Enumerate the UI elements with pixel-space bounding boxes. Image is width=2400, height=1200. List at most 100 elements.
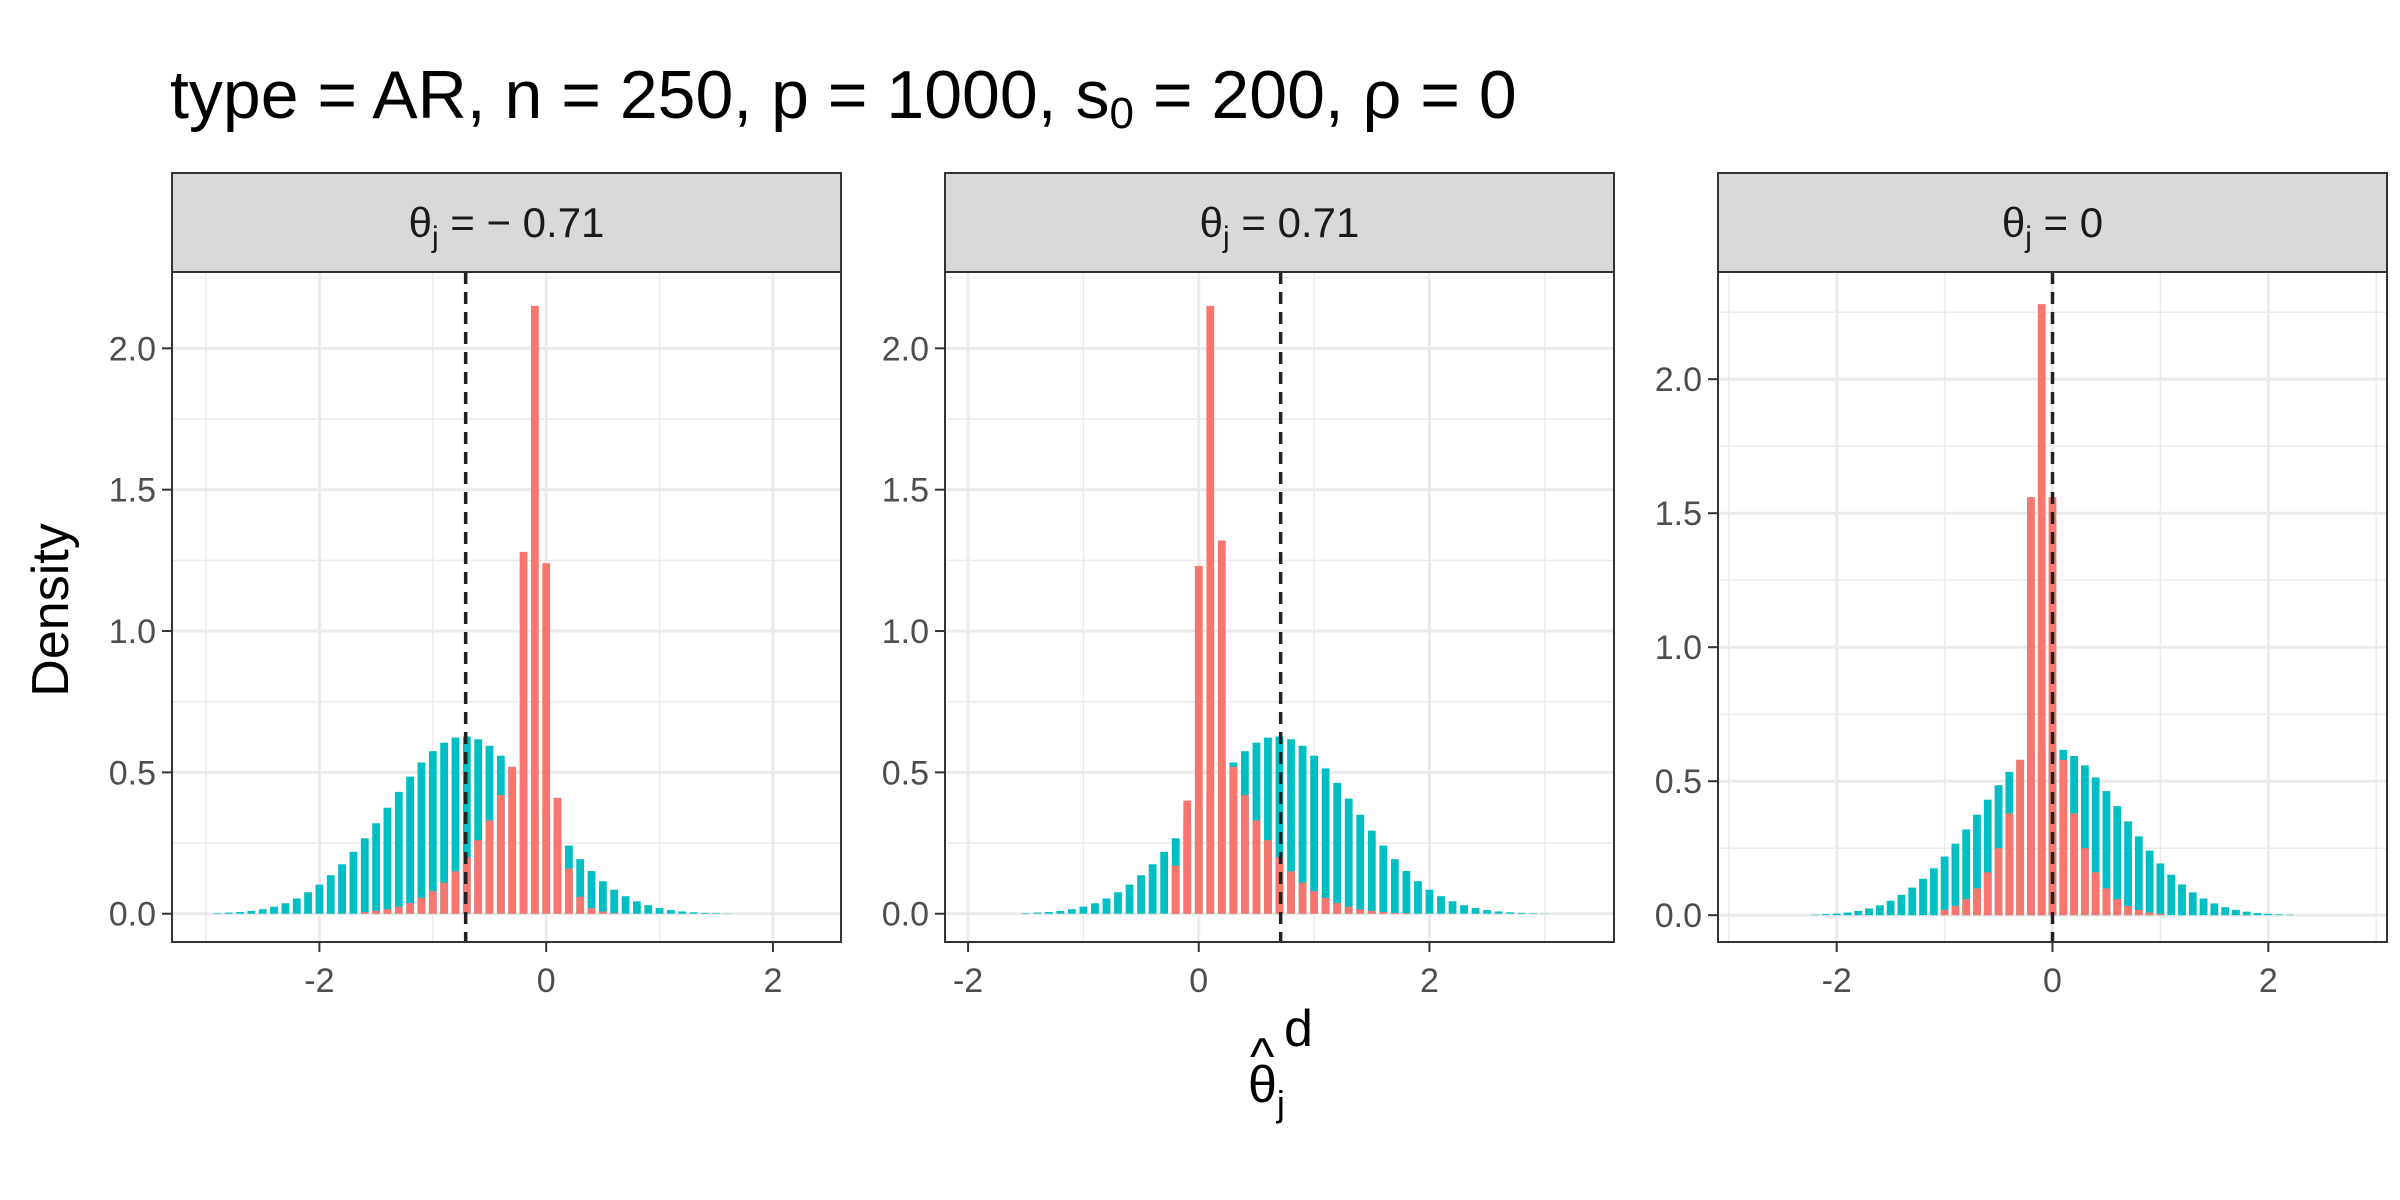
x-tick-label: 0 — [2043, 962, 2062, 1000]
histogram-bar — [1402, 871, 1411, 914]
histogram-bar — [2232, 909, 2240, 916]
histogram-bar — [1483, 910, 1492, 914]
histogram-bar — [1919, 878, 1927, 916]
histogram-bar — [462, 857, 471, 914]
histogram-bar — [394, 906, 403, 914]
y-tick-label: 0.0 — [109, 896, 156, 934]
histogram-bar — [2156, 863, 2165, 916]
histogram-bar — [1865, 908, 1873, 916]
histogram-bar — [2059, 759, 2068, 916]
strip-theta: θ — [409, 199, 432, 246]
histogram-bar — [2048, 497, 2057, 916]
histogram-bar — [1217, 540, 1226, 914]
histogram-bar — [1298, 882, 1307, 914]
histogram-bar — [508, 766, 517, 914]
facet-strip-label: θj = 0 — [2002, 199, 2103, 254]
histogram-bar — [474, 840, 483, 914]
histogram-bar — [530, 305, 539, 914]
histogram-bar — [1125, 884, 1134, 914]
histogram-bar — [1832, 913, 1841, 916]
strip-theta: θ — [1200, 199, 1223, 246]
histogram-bar — [1044, 912, 1053, 914]
facet-panels: θj = − 0.710.00.51.01.52.0-2 0 2θj = 0.710… — [109, 172, 2388, 1000]
histogram-bar — [213, 913, 222, 914]
histogram-bar — [1333, 902, 1342, 914]
histogram-bar — [428, 751, 437, 914]
histogram-bar — [1344, 906, 1353, 914]
histogram-bar — [2285, 914, 2294, 916]
histogram-bar — [1973, 888, 1981, 916]
histogram-bar — [1102, 898, 1111, 914]
histogram-bar — [1886, 900, 1895, 916]
histogram-bar — [1843, 912, 1852, 916]
histogram-bar — [2134, 909, 2143, 916]
strip-value: = 0 — [2032, 199, 2103, 246]
histogram-bar — [383, 909, 392, 914]
histogram-bar — [1983, 799, 1992, 916]
histogram-bar — [1940, 856, 1949, 916]
y-tick-label: 0.5 — [1655, 763, 1702, 801]
histogram-bar — [1252, 820, 1261, 914]
histogram-bar — [1264, 840, 1272, 914]
histogram-bar — [2005, 813, 2014, 916]
x-tick-label: -2 — [1822, 962, 1852, 1000]
histogram-bar — [701, 912, 709, 914]
histogram-bar — [1414, 881, 1422, 914]
histogram-bar — [417, 762, 426, 914]
facet-panel: θj = 0.71 0.0 0.5 1.0 1.5 2.0 -2 0 2 — [882, 172, 1615, 1000]
y-tick-label: 1.0 — [109, 613, 156, 651]
strip-theta: θ — [2002, 199, 2025, 246]
histogram-bar — [462, 736, 471, 914]
histogram-bar — [1367, 910, 1376, 914]
y-tick-label: 2.0 — [882, 330, 929, 368]
histogram-bar — [2145, 912, 2154, 916]
histogram-bar — [315, 884, 324, 914]
x-axis-label-hat: ^ — [1250, 1028, 1275, 1086]
histogram-bar — [1811, 914, 1820, 916]
histogram-bar — [1517, 912, 1526, 914]
histogram-bar — [2275, 914, 2283, 916]
histogram-bar — [451, 737, 460, 914]
histogram-bar — [440, 742, 449, 914]
histogram-bar — [1183, 800, 1192, 914]
histogram-bar — [576, 896, 585, 914]
histogram-bar — [383, 807, 392, 914]
histogram-bar — [1275, 857, 1284, 914]
histogram-bar — [1240, 794, 1249, 914]
histogram-bar — [1148, 864, 1157, 914]
histogram-bar — [281, 903, 290, 914]
histogram-bar — [1425, 889, 1434, 914]
facet-panel: θj = 0 0.0 0.5 1.0 1.5 2.0 -2 0 2 — [1655, 172, 2388, 1000]
histogram-bar — [1206, 305, 1215, 914]
histogram-bar — [1367, 830, 1376, 914]
histogram-bar — [2242, 911, 2251, 916]
histogram-bar — [1275, 736, 1284, 914]
histogram-bar — [2178, 884, 2186, 916]
x-tick-label: 2 — [764, 962, 783, 1000]
histogram-bar — [2156, 913, 2165, 916]
strip-subscript: j — [431, 221, 439, 254]
histogram-bar — [440, 882, 449, 914]
strip-subscript: j — [1222, 221, 1230, 254]
histogram-bar — [689, 912, 698, 914]
histogram-bar — [1310, 755, 1319, 914]
histogram-bar — [1460, 905, 1468, 914]
histogram-bar — [496, 794, 505, 914]
histogram-bar — [2134, 836, 2143, 916]
histogram-bar — [394, 791, 403, 914]
y-tick-label: 1.5 — [1655, 495, 1702, 533]
histogram-bar — [2264, 913, 2273, 916]
histogram-bar — [1344, 798, 1353, 914]
histogram-bar — [587, 908, 596, 914]
histogram-bar — [2145, 850, 2154, 916]
histogram-bar — [610, 912, 619, 914]
histogram-bar — [1287, 739, 1295, 914]
histogram-bar — [326, 875, 335, 914]
x-axis-label-superscript: d — [1284, 1000, 1313, 1058]
histogram-bar — [1171, 865, 1180, 914]
x-tick-label: 0 — [1189, 962, 1208, 1000]
histogram-bar — [2102, 888, 2111, 916]
histogram-bar — [1310, 891, 1319, 914]
histogram-series-red — [1940, 304, 2165, 916]
